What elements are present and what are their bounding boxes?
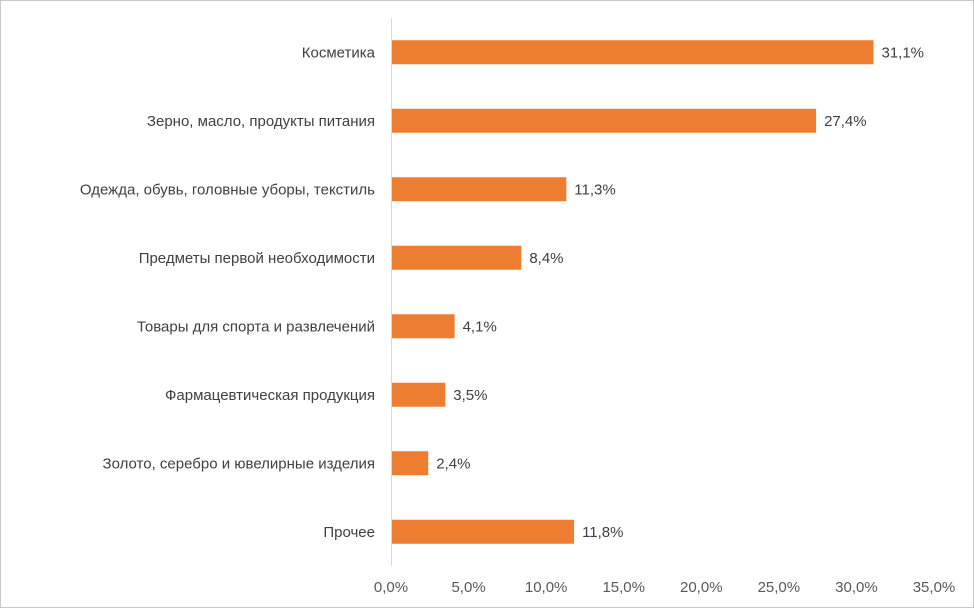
- category-label: Золото, серебро и ювелирные изделия: [103, 455, 375, 472]
- bar: [391, 40, 874, 65]
- x-tick-label: 20,0%: [680, 579, 723, 596]
- bar: [391, 108, 817, 133]
- bar: [391, 245, 522, 270]
- x-tick-label: 5,0%: [451, 579, 485, 596]
- bar: [391, 314, 455, 339]
- data-label: 11,8%: [582, 524, 623, 541]
- x-tick-label: 25,0%: [758, 579, 801, 596]
- x-tick-label: 35,0%: [913, 579, 956, 596]
- x-tick-label: 15,0%: [602, 579, 645, 596]
- x-tick-label: 10,0%: [525, 579, 568, 596]
- category-label: Косметика: [302, 44, 376, 61]
- data-label: 8,4%: [529, 250, 563, 267]
- bar: [391, 177, 567, 202]
- category-label: Товары для спорта и развлечений: [137, 318, 375, 335]
- bar: [391, 382, 446, 407]
- x-tick-label: 0,0%: [374, 579, 408, 596]
- category-label: Предметы первой необходимости: [139, 250, 375, 267]
- data-label: 11,3%: [574, 181, 615, 198]
- data-label: 4,1%: [463, 318, 497, 335]
- data-label: 27,4%: [824, 113, 867, 130]
- data-label: 3,5%: [453, 387, 487, 404]
- x-tick-label: 30,0%: [835, 579, 878, 596]
- data-label: 31,1%: [881, 44, 924, 61]
- category-label: Одежда, обувь, головные уборы, текстиль: [80, 181, 375, 198]
- bar: [391, 519, 575, 544]
- data-label: 2,4%: [436, 455, 470, 472]
- category-label: Прочее: [323, 524, 375, 541]
- category-label: Зерно, масло, продукты питания: [147, 113, 375, 130]
- category-label: Фармацевтическая продукция: [165, 387, 375, 404]
- bar: [391, 451, 429, 476]
